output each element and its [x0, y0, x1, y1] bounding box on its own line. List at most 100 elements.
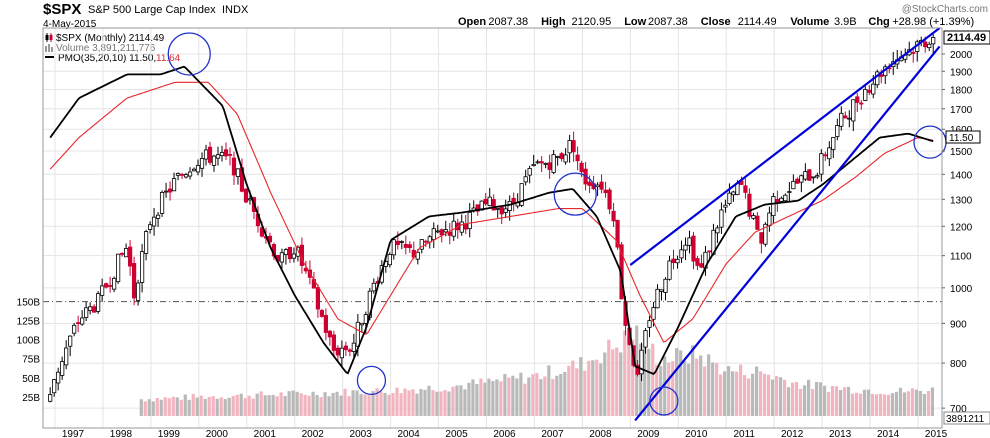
year-tick-label: 2011 [733, 429, 755, 438]
volume-bar [679, 350, 683, 416]
candle-legend-icon [45, 33, 53, 42]
volume-tick-label: 25B [22, 393, 40, 404]
candle-body [855, 96, 860, 103]
volume-bar [187, 399, 191, 416]
volume-bar [431, 390, 435, 416]
candle-body [439, 229, 444, 236]
candle-body [68, 335, 73, 347]
year-tick-label: 2014 [877, 429, 900, 438]
candle-body [355, 321, 360, 347]
candle-body [291, 253, 297, 259]
candle-body [879, 74, 884, 77]
volume-bar [842, 387, 847, 416]
volume-bar [143, 401, 147, 416]
grid [43, 28, 942, 428]
candle-body [551, 154, 556, 173]
volume-bar [770, 379, 775, 416]
volume-bar [623, 330, 627, 416]
candle-body [835, 125, 840, 137]
candle-body [675, 258, 680, 264]
volume-bar [603, 352, 607, 416]
candle-body [351, 342, 356, 352]
candle-body [459, 221, 464, 233]
volume-bar [319, 397, 323, 416]
candle-body [64, 347, 69, 366]
volume-bar [315, 395, 319, 416]
volume-bar [747, 378, 751, 416]
candle-body [211, 155, 217, 166]
candle-body [555, 156, 560, 158]
candle-body [727, 192, 732, 204]
candle-body [159, 192, 165, 214]
candle-body [447, 231, 452, 236]
candle-body [128, 246, 133, 267]
volume-bar [675, 348, 679, 416]
volume-bar [343, 388, 347, 416]
volume-bar [199, 395, 203, 416]
candle-body [691, 235, 696, 262]
volume-bar [255, 393, 259, 416]
candle-body [503, 208, 508, 213]
volume-legend-icon [45, 44, 53, 52]
candle-body [259, 227, 265, 237]
volume-bar [790, 382, 795, 416]
candle-body [639, 349, 644, 375]
volume-bar [571, 360, 575, 416]
price-tick-label: 1300 [950, 195, 973, 206]
candle-body [815, 175, 820, 178]
volume-bar [231, 396, 235, 416]
price-value-box: 2114.49 [943, 30, 990, 45]
volume-bar [439, 391, 443, 416]
volume-bar [403, 388, 407, 416]
candle-body [467, 211, 472, 230]
year-tick-label: 2008 [589, 429, 612, 438]
candle-body [859, 102, 864, 105]
volume-bar [830, 386, 835, 416]
legend-pmo: PMO(35,20,10) 11.50, [58, 53, 156, 64]
candle-body [587, 181, 592, 186]
candle-body [151, 216, 157, 227]
volume-bar [331, 393, 335, 416]
volume-bar [870, 394, 875, 416]
candle-body [235, 168, 241, 177]
candle-body [175, 173, 181, 176]
volume-bar [751, 373, 755, 416]
volume-bar [239, 393, 243, 416]
price-axis: 7008009001000110012001300140015001600170… [942, 50, 973, 415]
volume-bar [511, 375, 515, 416]
pmo-value-box: 11.50 [945, 130, 981, 144]
volume-bar [307, 395, 311, 416]
volume-bar [671, 361, 675, 416]
candle-body [771, 196, 776, 217]
candle-body [399, 240, 404, 243]
candle-body [799, 175, 804, 183]
stat-open-value: 2087.38 [488, 16, 528, 28]
volume-bar [719, 374, 723, 416]
candle-body [867, 89, 872, 93]
candle-body [791, 180, 796, 190]
candle-body [80, 317, 85, 325]
volume-bar [762, 373, 767, 416]
volume-bar [559, 374, 563, 416]
volume-bar [223, 399, 227, 416]
candle-body [483, 198, 488, 205]
volume-bar [515, 378, 519, 416]
volume-bar [215, 398, 219, 416]
volume-bar [814, 381, 819, 416]
candle-body [507, 200, 512, 211]
volume-bar [195, 397, 199, 416]
circle-pmo-peak-2007 [553, 172, 597, 216]
volume-bar [667, 362, 671, 416]
volume-bar [802, 385, 807, 416]
pmo-line [49, 65, 934, 375]
volume-bar [866, 389, 871, 416]
stat-volume-label: Volume [790, 16, 829, 28]
year-tick-label: 2004 [397, 429, 420, 438]
candle-body [827, 147, 832, 160]
candle-body [112, 277, 117, 290]
candle-body [183, 174, 189, 178]
volume-bar [890, 393, 895, 416]
volume-bar [151, 401, 155, 416]
candle-body [195, 165, 201, 173]
candle-body [247, 198, 253, 201]
